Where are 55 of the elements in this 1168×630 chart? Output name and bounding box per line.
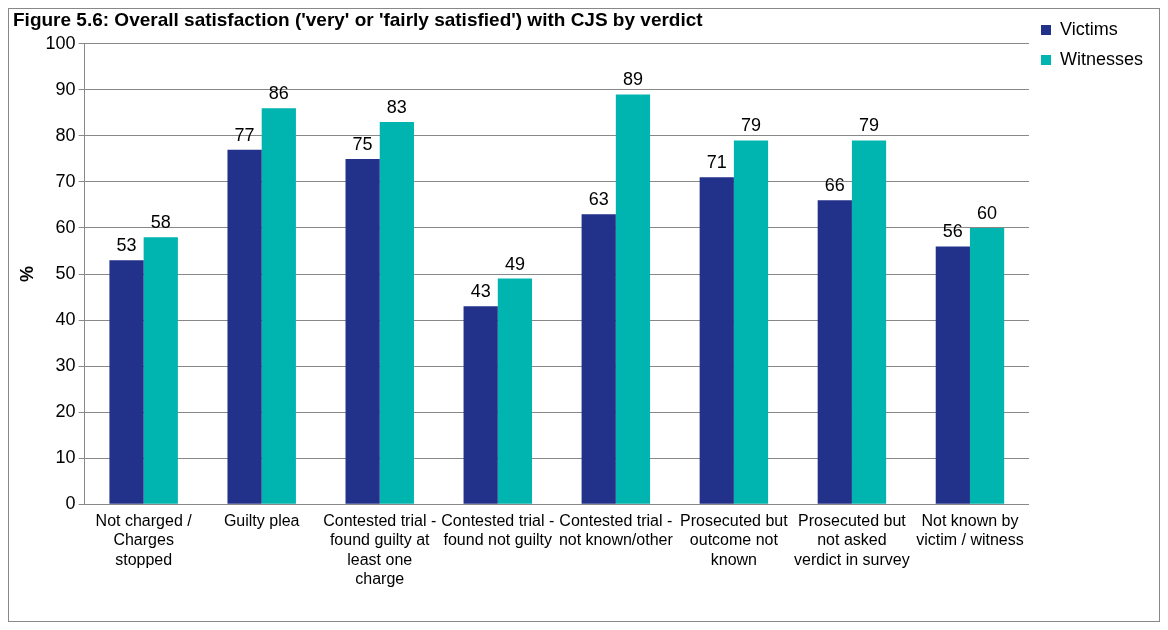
y-tick-label: 20 bbox=[55, 401, 76, 422]
y-tick-label: 80 bbox=[55, 124, 76, 145]
data-label: 60 bbox=[977, 202, 998, 223]
bar bbox=[581, 214, 616, 504]
data-label: 63 bbox=[588, 189, 609, 210]
bar bbox=[733, 140, 769, 504]
bar bbox=[615, 94, 651, 504]
bar bbox=[699, 177, 734, 504]
data-label: 56 bbox=[942, 221, 963, 242]
data-label: 79 bbox=[859, 115, 880, 136]
x-tick-label: Prosecuted but not asked verdict in survey bbox=[794, 512, 910, 568]
bar bbox=[817, 200, 852, 504]
bar bbox=[935, 246, 970, 504]
data-label: 53 bbox=[116, 235, 137, 256]
legend-label: Victims bbox=[1059, 18, 1118, 39]
bar bbox=[109, 260, 144, 504]
data-label: 71 bbox=[706, 152, 727, 173]
x-tick-label: Not charged / Charges stopped bbox=[95, 512, 193, 568]
data-label: 43 bbox=[470, 281, 491, 302]
y-tick-label: 10 bbox=[55, 447, 76, 468]
y-tick-label: 70 bbox=[55, 170, 76, 191]
bar bbox=[463, 306, 498, 504]
bar bbox=[227, 149, 262, 504]
x-tick-label: Guilty plea bbox=[223, 512, 300, 530]
bar bbox=[345, 158, 380, 504]
bar bbox=[851, 140, 887, 504]
chart-title: Figure 5.6: Overall satisfaction ('very' or 'fairly satisfied') with CJS by verdict bbox=[13, 8, 704, 30]
bar bbox=[261, 108, 296, 504]
data-label: 79 bbox=[740, 115, 761, 136]
data-label: 66 bbox=[824, 175, 845, 196]
x-tick-label: Contested trial - found guilty at least one charge bbox=[323, 512, 437, 587]
bar bbox=[969, 227, 1005, 504]
data-label: 58 bbox=[150, 212, 171, 233]
data-label: 89 bbox=[622, 69, 643, 90]
bar bbox=[497, 278, 533, 504]
legend-label: Witnesses bbox=[1059, 48, 1144, 69]
x-tick-label: Not known by victim / witness bbox=[916, 512, 1024, 549]
bar bbox=[143, 237, 178, 504]
x-tick-label: Prosecuted but outcome not known bbox=[680, 512, 789, 568]
y-tick-label: 100 bbox=[45, 32, 76, 53]
data-label: 77 bbox=[234, 124, 255, 145]
y-tick-label: 0 bbox=[65, 493, 76, 514]
x-tick-label: Contested trial - found not guilty bbox=[441, 512, 555, 549]
y-tick-label: 30 bbox=[55, 355, 76, 376]
data-label: 86 bbox=[268, 83, 289, 104]
data-label: 49 bbox=[504, 253, 525, 274]
y-tick-label: 60 bbox=[55, 216, 76, 237]
x-tick-label: Contested trial - not known/other bbox=[558, 512, 674, 549]
y-axis-title: % bbox=[16, 265, 37, 283]
y-tick-label: 50 bbox=[55, 262, 76, 283]
data-label: 75 bbox=[352, 133, 373, 154]
bar bbox=[379, 122, 414, 504]
y-tick-label: 40 bbox=[55, 309, 76, 330]
y-tick-label: 90 bbox=[55, 78, 76, 99]
data-label: 83 bbox=[386, 97, 407, 118]
